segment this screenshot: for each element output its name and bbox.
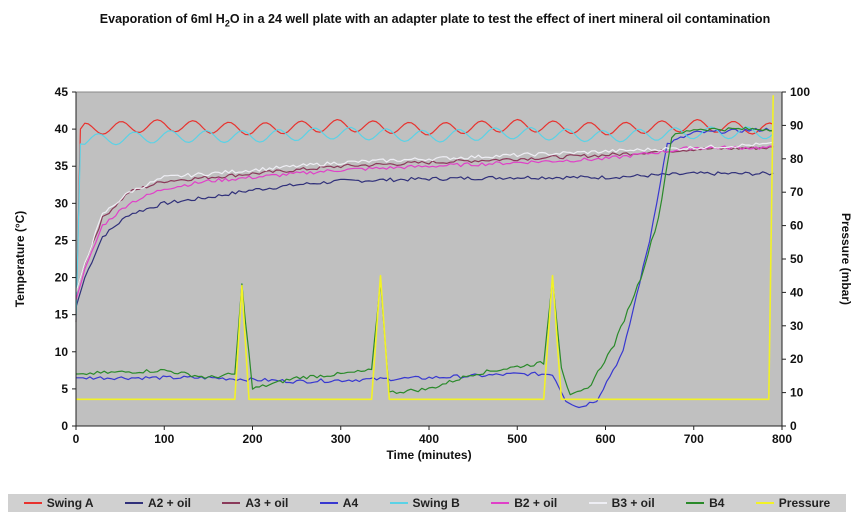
y2-tick-label: 30 [790,319,804,333]
legend-item-b2-oil: B2 + oil [491,496,557,510]
y-tick-label: 25 [55,233,69,247]
legend-label: A4 [342,496,359,510]
legend-swatch [319,502,338,504]
series-line-b2-oil [75,145,774,300]
y-tick-label: 5 [61,382,68,396]
series-line-a3-oil [75,146,774,293]
x-tick-label: 100 [154,432,174,446]
line-chart: 0 100 200 300 400 500 600 700 800051015202530354… [13,85,853,462]
legend-swatch [124,502,143,504]
y2-axis-label: Pressure (mbar) [839,213,853,305]
y2-tick-label: 100 [790,85,810,99]
y2-tick-label: 0 [790,419,797,433]
legend-item-a2-oil: A2 + oil [124,496,191,510]
x-tick-label: 600 [595,432,615,446]
y-tick-label: 35 [55,159,69,173]
legend-swatch [755,502,774,504]
series-line-swing-b [75,126,774,323]
y2-tick-label: 40 [790,285,804,299]
y2-tick-label: 70 [790,185,804,199]
y2-tick-label: 80 [790,152,804,166]
y-tick-label: 45 [55,85,69,99]
y2-tick-label: 90 [790,118,804,132]
legend-item-swing-a: Swing A [23,496,94,510]
legend-item-b4: B4 [686,496,724,510]
legend-item-b3-oil: B3 + oil [588,496,655,510]
legend-item-a3-oil: A3 + oil [222,496,288,510]
x-tick-label: 300 [331,432,351,446]
x-tick-label: 0 [73,432,80,446]
plot-area [75,91,783,427]
y2-tick-label: 10 [790,386,804,400]
x-tick-label: 200 [242,432,262,446]
y-tick-label: 0 [61,419,68,433]
y2-tick-label: 20 [790,352,804,366]
series-line-b4 [75,126,774,396]
legend-label: B3 + oil [611,496,655,510]
series-line-swing-a [75,118,774,323]
legend-swatch [491,502,510,504]
x-tick-label: 500 [507,432,527,446]
series-line-b3-oil [75,141,774,293]
y-tick-label: 10 [55,345,69,359]
series-line-pressure [76,95,774,401]
legend-swatch [389,502,408,504]
legend-label: Swing B [412,496,460,510]
y2-tick-label: 50 [790,252,804,266]
legend-item-pressure: Pressure [755,496,831,510]
legend-swatch [588,502,607,504]
legend-item-a4: A4 [319,496,359,510]
x-axis-label: Time (minutes) [386,448,471,462]
y-axis-label: Temperature (°C) [13,211,27,308]
y-tick-label: 15 [55,308,69,322]
legend-label: Pressure [778,496,831,510]
series-line-a2-oil [75,171,774,308]
legend-item-swing-b: Swing B [389,496,460,510]
x-tick-label: 700 [684,432,704,446]
legend-label: Swing A [46,496,94,510]
legend-label: A2 + oil [147,496,191,510]
chart-legend: Swing A A2 + oil A3 + oil A4 Swing B B2 + oil… [8,494,846,512]
legend-swatch [686,502,705,504]
y-tick-label: 30 [55,196,69,210]
y2-tick-label: 60 [790,219,804,233]
series-line-a4 [76,127,774,409]
legend-label: B4 [709,496,725,510]
legend-swatch [222,502,241,504]
chart-title: Evaporation of 6ml H2O in a 24 well plat… [99,12,771,29]
legend-label: A3 + oil [245,496,289,510]
x-tick-label: 400 [419,432,439,446]
y-tick-label: 40 [55,122,69,136]
legend-label: B2 + oil [514,496,558,510]
x-tick-label: 800 [772,432,792,446]
y-tick-label: 20 [55,271,69,285]
legend-swatch [23,502,42,504]
